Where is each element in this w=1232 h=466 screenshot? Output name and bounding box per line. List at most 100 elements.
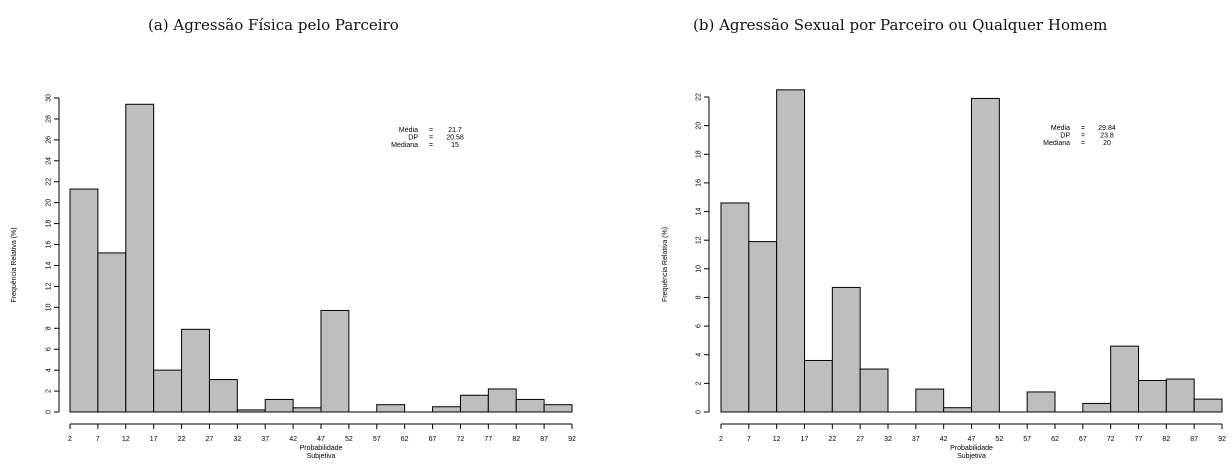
y-tick-label: 2 — [696, 381, 703, 385]
x-tick-label: 92 — [1218, 436, 1226, 443]
histogram-bar — [125, 103, 155, 413]
y-tick-label: 20 — [696, 122, 703, 130]
histogram-bar — [97, 252, 127, 413]
stat-value: 20.58 — [446, 135, 464, 142]
y-tick-label: 28 — [46, 115, 53, 123]
x-tick-label: 87 — [1190, 436, 1198, 443]
x-tick-label: 72 — [1107, 436, 1115, 443]
stat-value: 15 — [451, 142, 459, 149]
histogram-bar — [487, 388, 517, 413]
y-tick-label: 18 — [46, 220, 53, 228]
y-tick-label: 10 — [696, 265, 703, 273]
stat-label: Média — [1051, 125, 1070, 132]
x-tick-label: 17 — [801, 436, 809, 443]
x-tick-label: 67 — [1079, 436, 1087, 443]
y-tick-label: 24 — [46, 157, 53, 165]
x-tick-label: 57 — [373, 436, 381, 443]
histogram-bar — [971, 97, 1000, 413]
y-tick-label: 4 — [696, 353, 703, 357]
histogram-bar — [776, 89, 806, 413]
histogram-bar — [543, 404, 573, 413]
x-tick-label: 2 — [719, 436, 723, 443]
histogram-bar — [1165, 378, 1195, 413]
histogram-bar — [1193, 398, 1223, 413]
x-axis-label: Probabilidade — [950, 445, 993, 452]
y-tick-label: 10 — [46, 303, 53, 311]
x-tick-label: 7 — [747, 436, 751, 443]
x-tick-label: 27 — [856, 436, 864, 443]
stat-equals: = — [1081, 133, 1085, 140]
x-tick-label: 12 — [122, 436, 130, 443]
histogram-panel-b: 0 2 4 6 8 10 12 14 16 18 20 22 Frequência Relativa (… — [662, 89, 1226, 460]
histogram-bar — [208, 379, 238, 413]
histogram-bar — [432, 406, 461, 413]
x-tick-label: 17 — [150, 436, 158, 443]
x-tick-label: 37 — [912, 436, 920, 443]
y-tick-label: 12 — [696, 236, 703, 244]
y-tick-label: 18 — [696, 150, 703, 158]
histogram-bar — [831, 286, 861, 413]
y-tick-label: 12 — [46, 282, 53, 290]
x-tick-label: 42 — [940, 436, 948, 443]
x-tick-label: 37 — [261, 436, 269, 443]
x-tick-label: 52 — [995, 436, 1003, 443]
stat-value: 21.7 — [448, 127, 462, 134]
histogram-bar — [153, 369, 183, 413]
y-tick-label: 6 — [696, 324, 703, 328]
stat-equals: = — [1081, 140, 1085, 147]
histogram-bar — [943, 407, 973, 413]
histogram-bar — [1026, 391, 1056, 413]
stat-value: 20 — [1103, 140, 1111, 147]
y-tick-label: 0 — [696, 410, 703, 414]
histogram-bar — [915, 388, 945, 413]
x-tick-label: 72 — [457, 436, 465, 443]
x-tick-label: 87 — [540, 436, 548, 443]
caption-panel-a: (a) Agressão Física pelo Parceiro — [148, 16, 399, 34]
histogram-bar — [804, 359, 833, 413]
y-tick-label: 16 — [46, 241, 53, 249]
y-tick-label: 2 — [46, 389, 53, 393]
histogram-bar — [320, 309, 350, 413]
stat-value: 29.84 — [1098, 125, 1116, 132]
y-tick-label: 6 — [46, 347, 53, 351]
y-tick-label: 14 — [46, 261, 53, 269]
histogram-bar — [292, 407, 322, 413]
histogram-bar — [376, 404, 406, 413]
x-tick-label: 42 — [289, 436, 297, 443]
y-tick-label: 20 — [46, 199, 53, 207]
histogram-bar — [859, 368, 889, 413]
y-tick-label: 14 — [696, 208, 703, 216]
x-tick-label: 32 — [884, 436, 892, 443]
x-tick-label: 47 — [968, 436, 976, 443]
y-tick-label: 26 — [46, 136, 53, 144]
stat-equals: = — [429, 135, 433, 142]
x-tick-label: 2 — [68, 436, 72, 443]
stat-equals: = — [1081, 125, 1085, 132]
x-tick-label: 47 — [317, 436, 325, 443]
caption-panel-b: (b) Agressão Sexual por Parceiro ou Qual… — [693, 16, 1108, 34]
x-tick-label: 82 — [1162, 436, 1170, 443]
stat-label: DP — [408, 135, 418, 142]
x-axis-label: Subjetiva — [957, 453, 986, 460]
x-tick-label: 77 — [484, 436, 492, 443]
y-axis-label: Frequência Relativa (%) — [662, 227, 669, 302]
x-tick-label: 77 — [1135, 436, 1143, 443]
y-tick-label: 30 — [46, 94, 53, 102]
x-tick-label: 7 — [96, 436, 100, 443]
x-tick-label: 22 — [828, 436, 836, 443]
stat-equals: = — [429, 127, 433, 134]
histogram-bar — [236, 409, 266, 413]
stat-label: Mediana — [1043, 140, 1070, 147]
y-tick-label: 16 — [696, 179, 703, 187]
histogram-bar — [748, 241, 778, 413]
stat-equals: = — [429, 142, 433, 149]
x-tick-label: 82 — [512, 436, 520, 443]
y-tick-label: 8 — [46, 326, 53, 330]
x-tick-label: 32 — [233, 436, 241, 443]
x-tick-label: 67 — [429, 436, 437, 443]
x-tick-label: 12 — [773, 436, 781, 443]
x-tick-label: 92 — [568, 436, 576, 443]
y-tick-label: 22 — [696, 93, 703, 101]
